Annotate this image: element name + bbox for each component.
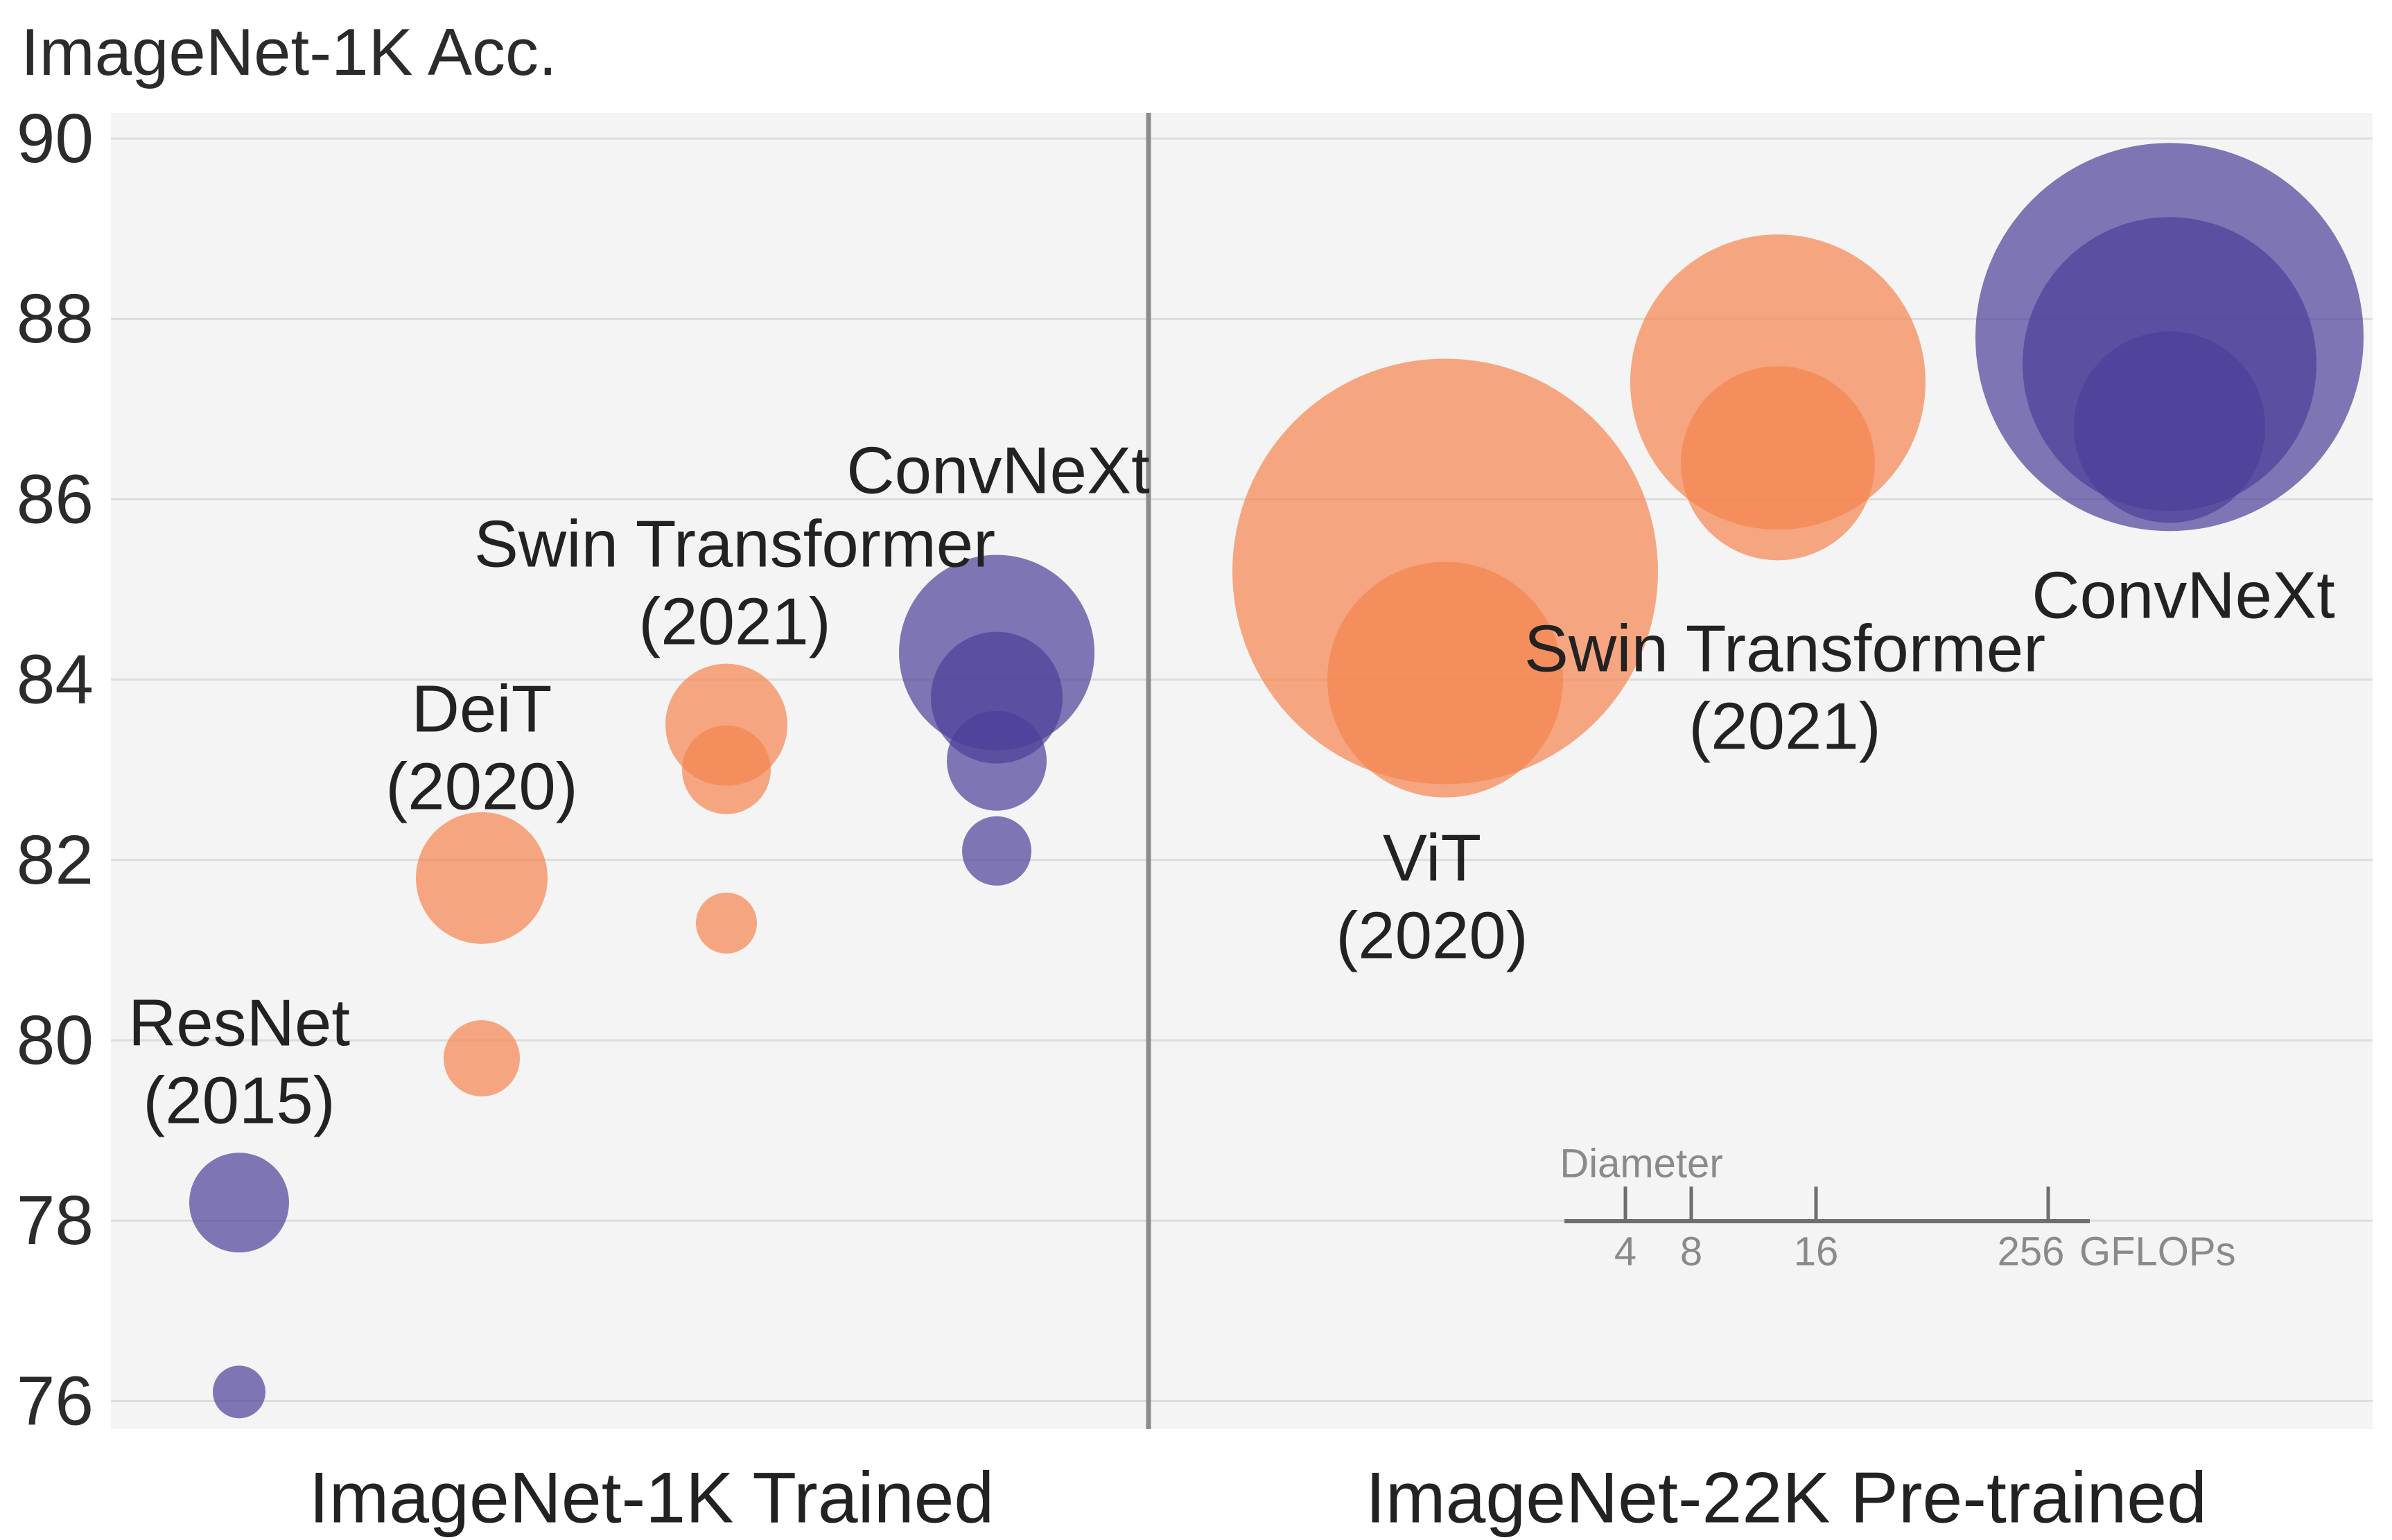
y-tick-label-78: 78 (17, 1182, 94, 1259)
y-tick-label-82: 82 (17, 821, 94, 899)
legend-title: Diameter (1560, 1141, 1722, 1186)
label-swin-transformer-panel2-line1: Swin Transformer (1524, 612, 2045, 686)
bubble-resnet-1 (213, 1365, 265, 1419)
label-vit-panel2-line1: ViT (1383, 821, 1481, 895)
y-tick-label-80: 80 (17, 1001, 94, 1079)
bubble-deit-0 (416, 812, 548, 944)
legend-tick-label-16: 16 (1794, 1229, 1839, 1274)
y-tick-label-76: 76 (17, 1362, 94, 1440)
legend-tick-label-8: 8 (1680, 1229, 1702, 1274)
y-tick-label-88: 88 (17, 280, 94, 358)
label-convnext-panel1-line1: ConvNeXt (846, 434, 1150, 508)
label-deit-panel1-line1: DeiT (412, 672, 552, 746)
bubble-deit-1 (444, 1020, 520, 1097)
size-legend: Diameter 4 8 16 256 GFLOPs (1560, 1141, 2235, 1274)
label-swin-transformer-panel2-line2: (2021) (1688, 690, 1881, 764)
x-axis-label-panel2: ImageNet-22K Pre-trained (1365, 1458, 2207, 1538)
series-swin-transformer-panel1 (665, 663, 787, 954)
label-convnext-panel2-line1: ConvNeXt (2032, 559, 2335, 633)
bubble-swin-transformer-1 (682, 725, 771, 814)
legend-unit-label: GFLOPs (2079, 1229, 2236, 1274)
bubble-resnet-0 (189, 1153, 289, 1253)
label-swin-transformer-panel1-line1: Swin Transformer (474, 507, 995, 581)
bubble-convnext-2 (2074, 331, 2265, 523)
series-convnext-panel2 (1975, 143, 2364, 532)
label-deit-panel1-line2: (2020) (385, 750, 578, 824)
bubble-swin-transformer-2 (696, 892, 757, 954)
bubble-convnext-2 (947, 710, 1047, 811)
label-vit-panel2-line2: (2020) (1336, 899, 1528, 973)
bubble-swin-transformer-1 (1681, 366, 1875, 561)
legend-tick-label-4: 4 (1614, 1229, 1636, 1274)
x-axis-label-panel1: ImageNet-1K Trained (309, 1458, 995, 1538)
y-tick-label-84: 84 (17, 641, 94, 719)
label-swin-transformer-panel1-line2: (2021) (638, 585, 831, 659)
series-convnext-panel1 (899, 554, 1094, 886)
bubble-convnext-3 (962, 816, 1031, 886)
label-resnet-panel1-line2: (2015) (143, 1064, 335, 1138)
y-tick-label-86: 86 (17, 460, 94, 538)
series-vit-panel2 (1232, 358, 1658, 798)
label-resnet-panel1-line1: ResNet (128, 986, 350, 1060)
chart-title: ImageNet-1K Acc. (21, 15, 557, 89)
series-deit-panel1 (416, 812, 548, 1097)
series-swin-transformer-panel2 (1630, 234, 1926, 561)
series-resnet-panel1 (189, 1153, 289, 1419)
legend-tick-label-256: 256 (1998, 1229, 2065, 1274)
bubble-vit-1 (1327, 561, 1563, 798)
y-tick-label-90: 90 (17, 100, 94, 177)
